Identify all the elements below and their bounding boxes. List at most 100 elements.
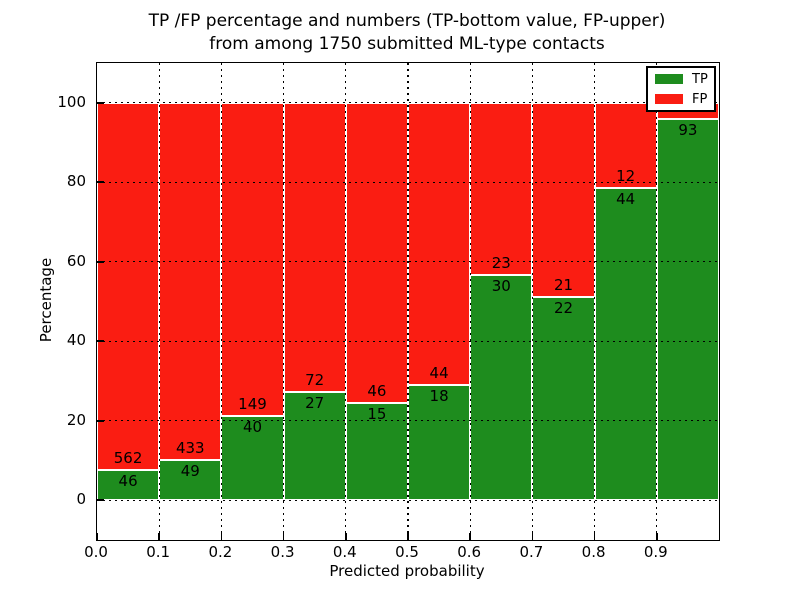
bar-label-tp: 44 <box>616 189 636 208</box>
legend-label-tp: TP <box>692 71 708 87</box>
bar-segment-fp <box>532 102 595 297</box>
bar-label-fp: 12 <box>616 166 636 185</box>
bar-label-fp: 21 <box>553 275 574 294</box>
y-tick <box>97 340 104 343</box>
y-tick-label: 80 <box>66 172 86 191</box>
chart-title-line1: TP /FP percentage and numbers (TP-bottom… <box>148 11 666 31</box>
bar-label-tp: 15 <box>367 404 387 423</box>
gridline-vertical <box>469 63 471 540</box>
bar-label-tp: 93 <box>678 121 698 140</box>
legend-label-fp: FP <box>692 91 708 107</box>
gridline-horizontal <box>97 499 719 501</box>
x-tick <box>593 533 596 540</box>
x-tick-label: 0.3 <box>270 543 295 561</box>
bar-segment-tp <box>345 402 408 501</box>
bar-segment-tp <box>408 384 471 501</box>
legend-item-tp: TP <box>648 72 714 87</box>
bar-label-fp: 23 <box>491 254 511 273</box>
plot-area: 562 46 433 49 149 40 72 27 46 15 44 18 23 30 21 22 12 44 9… <box>96 62 720 541</box>
bar-label-fp: 44 <box>429 363 449 382</box>
y-tick-label: 100 <box>57 92 86 111</box>
gridline-vertical <box>220 63 223 540</box>
x-tick-label: 0.1 <box>146 543 171 561</box>
x-tick-label: 0.5 <box>395 543 419 561</box>
x-tick-label: 0.7 <box>519 543 544 561</box>
bar-label-fp: 149 <box>238 395 267 414</box>
gridline-vertical <box>345 63 347 540</box>
bar-segment-fp <box>159 102 222 460</box>
bar-label-fp: 562 <box>113 449 143 468</box>
y-tick-label: 60 <box>66 251 86 270</box>
y-axis-label: Percentage <box>37 257 55 343</box>
bar-label-tp: 22 <box>553 298 574 317</box>
bar-segment-tp <box>532 296 595 501</box>
x-tick-label: 0.0 <box>84 543 108 561</box>
bar-segment-fp <box>97 102 160 471</box>
bar-label-tp: 46 <box>118 472 138 491</box>
x-tick <box>96 533 98 540</box>
grid-layer <box>97 63 719 540</box>
bar-segment-tp <box>97 470 160 501</box>
y-tick-label: 40 <box>66 331 86 350</box>
y-tick <box>97 101 104 104</box>
bar-label-tp: 18 <box>429 386 449 405</box>
bar-segment-tp <box>159 459 222 501</box>
gridline-horizontal <box>97 420 719 422</box>
x-tick <box>531 533 534 540</box>
x-tick <box>469 533 471 540</box>
bar-label-tp: 40 <box>242 418 263 437</box>
tick-layer <box>96 63 719 540</box>
x-axis-label: Predicted probability <box>329 562 485 580</box>
y-tick <box>97 260 104 263</box>
bar-label-fp: 46 <box>367 381 387 400</box>
bar-segment-fp <box>345 102 408 403</box>
x-tick <box>158 533 160 540</box>
legend-item-fp: FP <box>648 92 714 107</box>
chart-title-line2: from among 1750 submitted ML-type contac… <box>209 34 605 55</box>
x-tick-label: 0.8 <box>581 543 606 561</box>
bar-segment-fp <box>221 102 284 417</box>
bars-layer <box>97 63 719 540</box>
x-tick <box>656 533 658 540</box>
gridline-horizontal <box>97 340 719 342</box>
bar-segment-tp <box>283 391 346 501</box>
gridline-horizontal <box>97 261 719 263</box>
gridline-vertical <box>282 63 285 540</box>
y-tick-label: 0 <box>76 490 86 509</box>
x-tick <box>282 533 285 540</box>
fp-color-swatch <box>655 94 683 104</box>
y-tick <box>97 419 104 422</box>
gridline-horizontal <box>97 181 719 183</box>
gridline-vertical <box>531 63 534 540</box>
chart-title: TP /FP percentage and numbers (TP-bottom… <box>96 10 718 57</box>
bar-segment-tp <box>594 187 657 501</box>
bar-label-tp: 30 <box>491 277 511 296</box>
gridline-vertical <box>656 63 658 540</box>
bar-segment-tp <box>470 275 533 501</box>
x-tick <box>220 533 223 540</box>
y-tick <box>97 499 104 502</box>
x-tick-label: 0.4 <box>332 543 357 561</box>
bar-label-fp: 72 <box>305 370 325 389</box>
bar-label-tp: 27 <box>305 393 325 412</box>
tp-color-swatch <box>655 74 683 84</box>
bar-segment-fp <box>283 102 346 392</box>
x-tick-label: 0.2 <box>208 543 233 561</box>
gridline-vertical <box>593 63 596 540</box>
bar-segment-fp <box>594 102 657 188</box>
x-tick <box>345 533 347 540</box>
y-tick-label: 20 <box>66 410 86 429</box>
y-tick <box>97 181 104 184</box>
gridline-vertical <box>407 63 409 540</box>
x-tick <box>407 533 409 540</box>
x-tick-label: 0.9 <box>643 543 668 561</box>
legend: TP FP <box>646 66 716 112</box>
bar-label-tp: 49 <box>180 461 200 480</box>
bar-annotations-layer: 562 46 433 49 149 40 72 27 46 15 44 18 23 30 21 22 12 44 9… <box>97 63 719 540</box>
gridline-horizontal <box>97 102 719 104</box>
bar-segment-fp <box>470 102 533 276</box>
bar-label-fp: 433 <box>175 438 205 457</box>
bar-segment-tp <box>656 119 719 501</box>
bar-segment-tp <box>221 416 284 501</box>
